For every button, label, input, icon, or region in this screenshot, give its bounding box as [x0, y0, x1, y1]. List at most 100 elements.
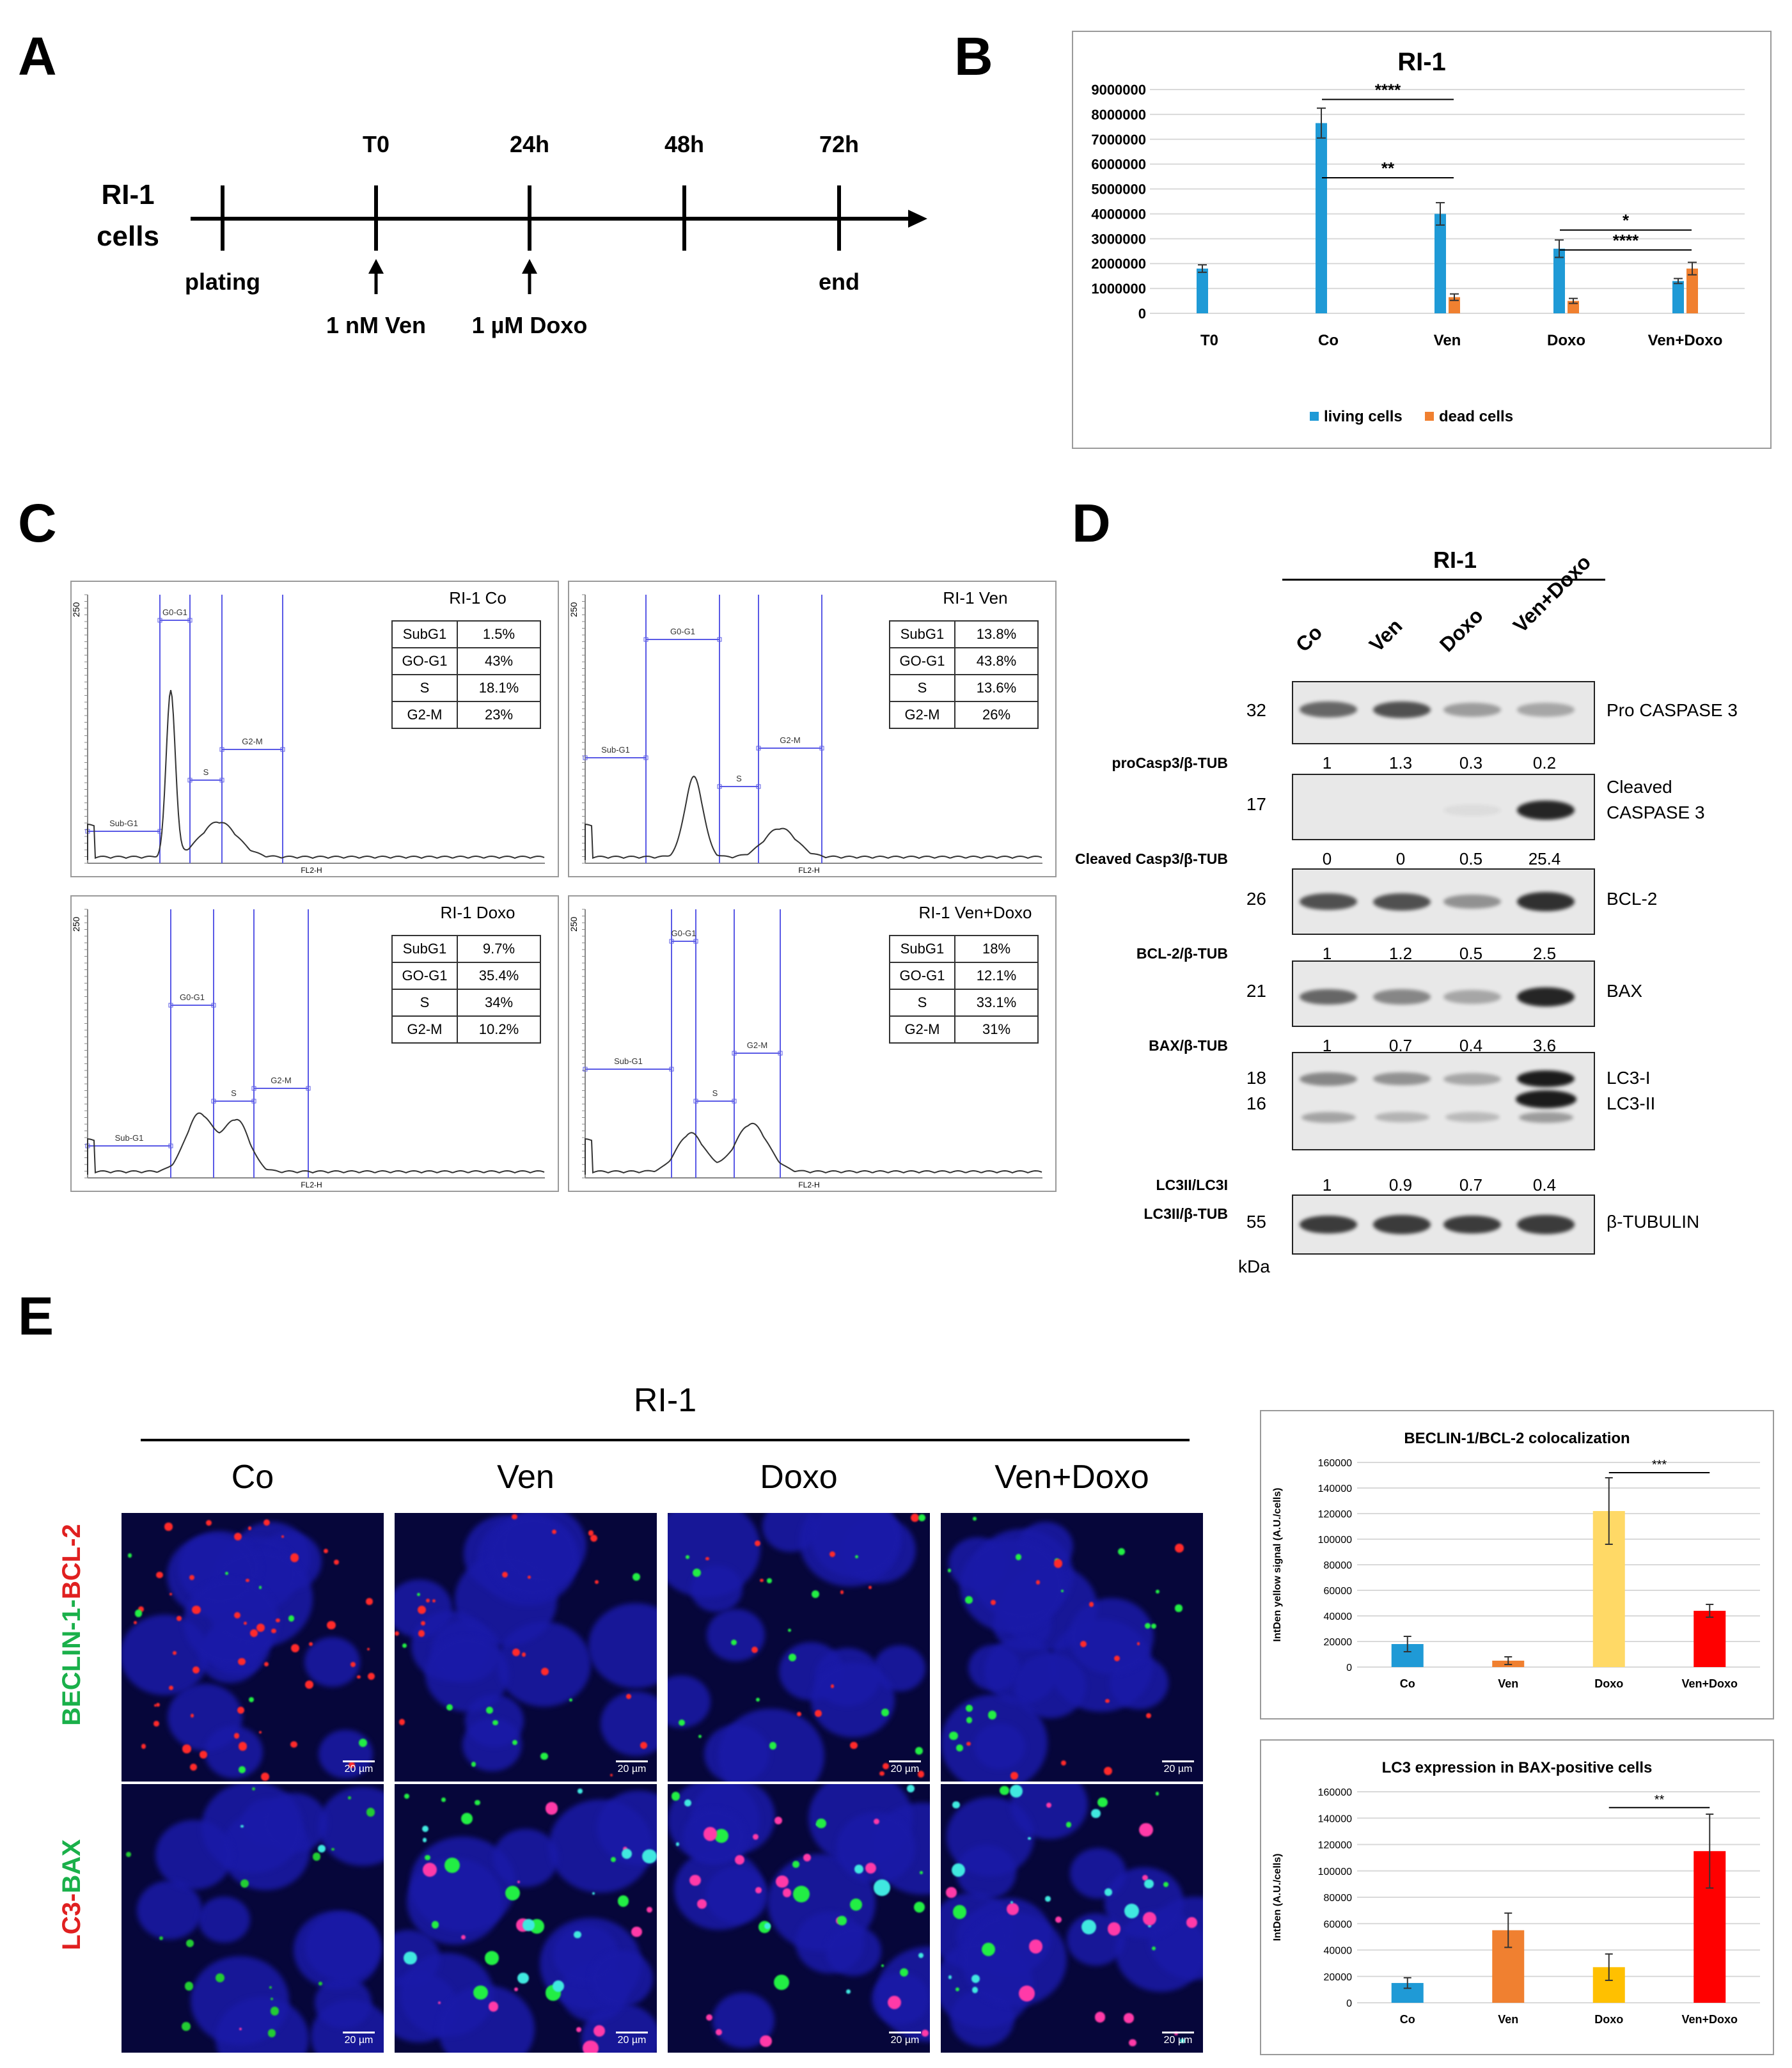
- scale-bar-label: 20 µm: [1163, 2035, 1193, 2046]
- cell-cycle-histogram-3: 250 FL2-H Sub-G1 G0-G1 S G2-M RI-1 Doxo SubG1 9.…: [70, 895, 559, 1192]
- fluorescent-spot: [684, 1799, 692, 1806]
- fluorescent-spot: [234, 1532, 242, 1541]
- phase-percent: 43%: [457, 647, 541, 675]
- fluorescent-spot: [803, 1854, 811, 1862]
- lane-label: Doxo: [1434, 604, 1488, 657]
- fluorescent-spot: [238, 1741, 248, 1751]
- nucleus: [425, 1636, 509, 1712]
- nucleus: [811, 1662, 895, 1738]
- phase-percent: 13.8%: [954, 620, 1039, 648]
- blot-protein: β-TUBULIN: [1607, 1212, 1700, 1232]
- gate-handle: [187, 778, 193, 783]
- micro-col-ven: Ven: [497, 1459, 554, 1496]
- row-label-part: BCL-2: [58, 1524, 86, 1599]
- timeline-cellline-1: RI-1: [101, 179, 155, 210]
- fluorescent-spot: [703, 1826, 718, 1841]
- gate-handle: [219, 778, 224, 783]
- fluorescent-spot: [290, 1553, 299, 1563]
- fluorescent-spot: [404, 1951, 417, 1965]
- fluorescent-spot: [134, 1610, 142, 1617]
- micro-col-doxo: Doxo: [760, 1459, 838, 1496]
- scale-bar-label: 20 µm: [617, 1764, 647, 1774]
- panel-label-c: C: [18, 493, 57, 553]
- fluorescent-spot: [981, 1942, 996, 1957]
- fluorescent-spot: [1124, 1903, 1139, 1919]
- fluorescent-spot: [522, 1919, 535, 1931]
- chart-e2-sig-label: **: [1654, 1793, 1665, 1807]
- fluorescent-spot: [751, 1647, 758, 1654]
- fluorescent-spot: [238, 1657, 246, 1666]
- blot-band: [1300, 701, 1357, 718]
- phase-name: G2-M: [889, 701, 955, 729]
- fluorescent-spot: [276, 1618, 280, 1623]
- cell-cycle-table: SubG1 18% GO-G1 12.1% S 33.1% G2-M 31%: [889, 935, 1039, 1044]
- fluorescent-spot: [127, 1553, 132, 1558]
- blot-ratio-value: 25.4: [1528, 849, 1561, 868]
- fluorescent-spot: [290, 1643, 299, 1652]
- fluorescent-spot: [774, 1816, 783, 1824]
- fluorescent-spot: [185, 1939, 194, 1948]
- fluorescent-spot: [593, 2025, 605, 2037]
- gate-handle: [643, 637, 648, 642]
- nucleus: [204, 1726, 263, 1778]
- fluorescent-spot: [966, 1704, 973, 1712]
- cell-cycle-row: G2-M 10.2%: [391, 1015, 541, 1044]
- blot-ratio-value: 0.7: [1459, 1175, 1483, 1195]
- phase-name: G2-M: [391, 1015, 458, 1044]
- fluorescent-spot: [540, 1752, 548, 1760]
- fluorescent-spot: [441, 1798, 446, 1802]
- chart-b-xtick: T0: [1200, 332, 1218, 349]
- chart-b-ytick: 4000000: [1091, 206, 1146, 222]
- fluorescent-spot: [881, 1964, 884, 1968]
- fluorescent-spot: [1028, 1837, 1031, 1840]
- gate-label: G0-G1: [671, 928, 696, 938]
- chart-b-ytick: 6000000: [1091, 157, 1146, 173]
- treatment-doxo-label: 1 µM Doxo: [471, 312, 588, 338]
- nucleus: [668, 1675, 711, 1728]
- chart-b-bar-living: [1197, 269, 1208, 313]
- nucleus: [305, 1912, 381, 1981]
- fluorescent-spot: [788, 1653, 796, 1661]
- fluorescent-spot: [1028, 1939, 1043, 1954]
- fluorescent-spot: [271, 1628, 276, 1634]
- fluorescent-spot: [206, 1520, 212, 1526]
- fluorescent-spot: [815, 1710, 822, 1717]
- nucleus: [590, 1950, 653, 2007]
- chart-b-legend-swatch: [1310, 412, 1319, 421]
- fluorescent-spot: [576, 2026, 582, 2032]
- gate-label: G2-M: [747, 1040, 768, 1050]
- fluorescent-spot: [1145, 1713, 1151, 1719]
- fluorescent-spot: [594, 1579, 599, 1585]
- fluorescent-spot: [357, 1675, 361, 1679]
- gate-handle: [583, 755, 588, 760]
- chart-b-xtick: Doxo: [1547, 332, 1585, 349]
- blot-ratio-value: 1: [1322, 944, 1332, 963]
- blot-ratio-value: 0.5: [1459, 849, 1483, 868]
- fluorescent-spot: [671, 1792, 680, 1801]
- histogram-title: RI-1 Ven: [943, 588, 1008, 607]
- fluorescent-spot: [240, 1879, 249, 1888]
- fluorescent-spot: [1010, 1900, 1014, 1904]
- fluorescent-spot: [793, 1886, 810, 1902]
- cell-cycle-row: GO-G1 12.1%: [889, 962, 1039, 990]
- fluorescent-spot: [290, 1741, 298, 1748]
- chart-e1-ytick: 0: [1346, 1663, 1352, 1673]
- scale-bar-label: 20 µm: [617, 2035, 647, 2046]
- scale-bar-line: [1162, 2032, 1194, 2033]
- fluorescent-spot: [1080, 1640, 1087, 1648]
- micro-col-vendoxo: Ven+Doxo: [994, 1459, 1149, 1496]
- treatment-ven-label: 1 nM Ven: [326, 312, 427, 338]
- fluorescent-spot: [1091, 1808, 1101, 1819]
- fluorescent-spot: [574, 1931, 581, 1938]
- fluorescent-spot: [952, 1801, 960, 1808]
- fluorescent-spot: [308, 1641, 313, 1647]
- fluorescent-spot: [921, 2029, 929, 2037]
- phase-name: G2-M: [889, 1015, 955, 1044]
- fluorescent-spot: [946, 1887, 957, 1898]
- fluorescent-spot: [910, 1513, 920, 1522]
- fluorescent-spot: [1148, 1924, 1151, 1927]
- fluorescent-spot: [512, 1739, 518, 1746]
- fluorescent-spot: [769, 1742, 776, 1750]
- gate-handle: [211, 1099, 216, 1104]
- chart-e1-ytick: 80000: [1324, 1560, 1353, 1571]
